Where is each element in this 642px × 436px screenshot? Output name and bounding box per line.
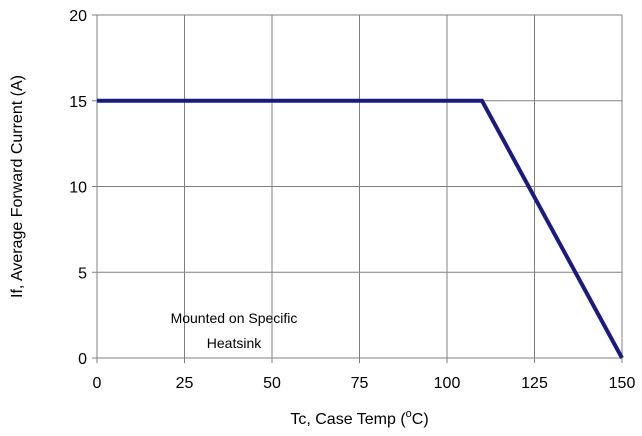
x-axis-title-degree: o: [406, 408, 412, 420]
x-tick-label: 75: [351, 375, 369, 392]
x-tick-label: 100: [434, 375, 461, 392]
x-tick-label: 0: [93, 375, 102, 392]
x-tick-label: 150: [609, 375, 636, 392]
series-group: [97, 98, 624, 359]
annotation-line-2: Heatsink: [207, 335, 262, 351]
y-tick-labels: 0 5 10 15 20: [69, 8, 97, 368]
y-tick-label: 15: [69, 94, 87, 111]
y-axis-title: If, Average Forward Current (A): [9, 75, 26, 298]
y-tick-label: 0: [78, 351, 87, 368]
x-tick-label: 50: [263, 375, 281, 392]
y-tick-label: 5: [78, 265, 87, 282]
x-tick-label: 125: [521, 375, 548, 392]
x-axis-title: Tc, Case Temp (oC): [290, 408, 428, 428]
x-tick-label: 25: [176, 375, 194, 392]
x-axis-title-main: Tc, Case Temp (: [290, 411, 406, 428]
x-axis-title-unit: C): [412, 411, 429, 428]
grid: [97, 15, 622, 358]
y-tick-label: 20: [69, 8, 87, 25]
y-tick-label: 10: [69, 180, 87, 197]
x-tick-labels: 0 25 50 75 100 125 150: [93, 358, 636, 392]
series-line: [97, 98, 624, 359]
annotation-line-1: Mounted on Specific: [171, 310, 298, 326]
